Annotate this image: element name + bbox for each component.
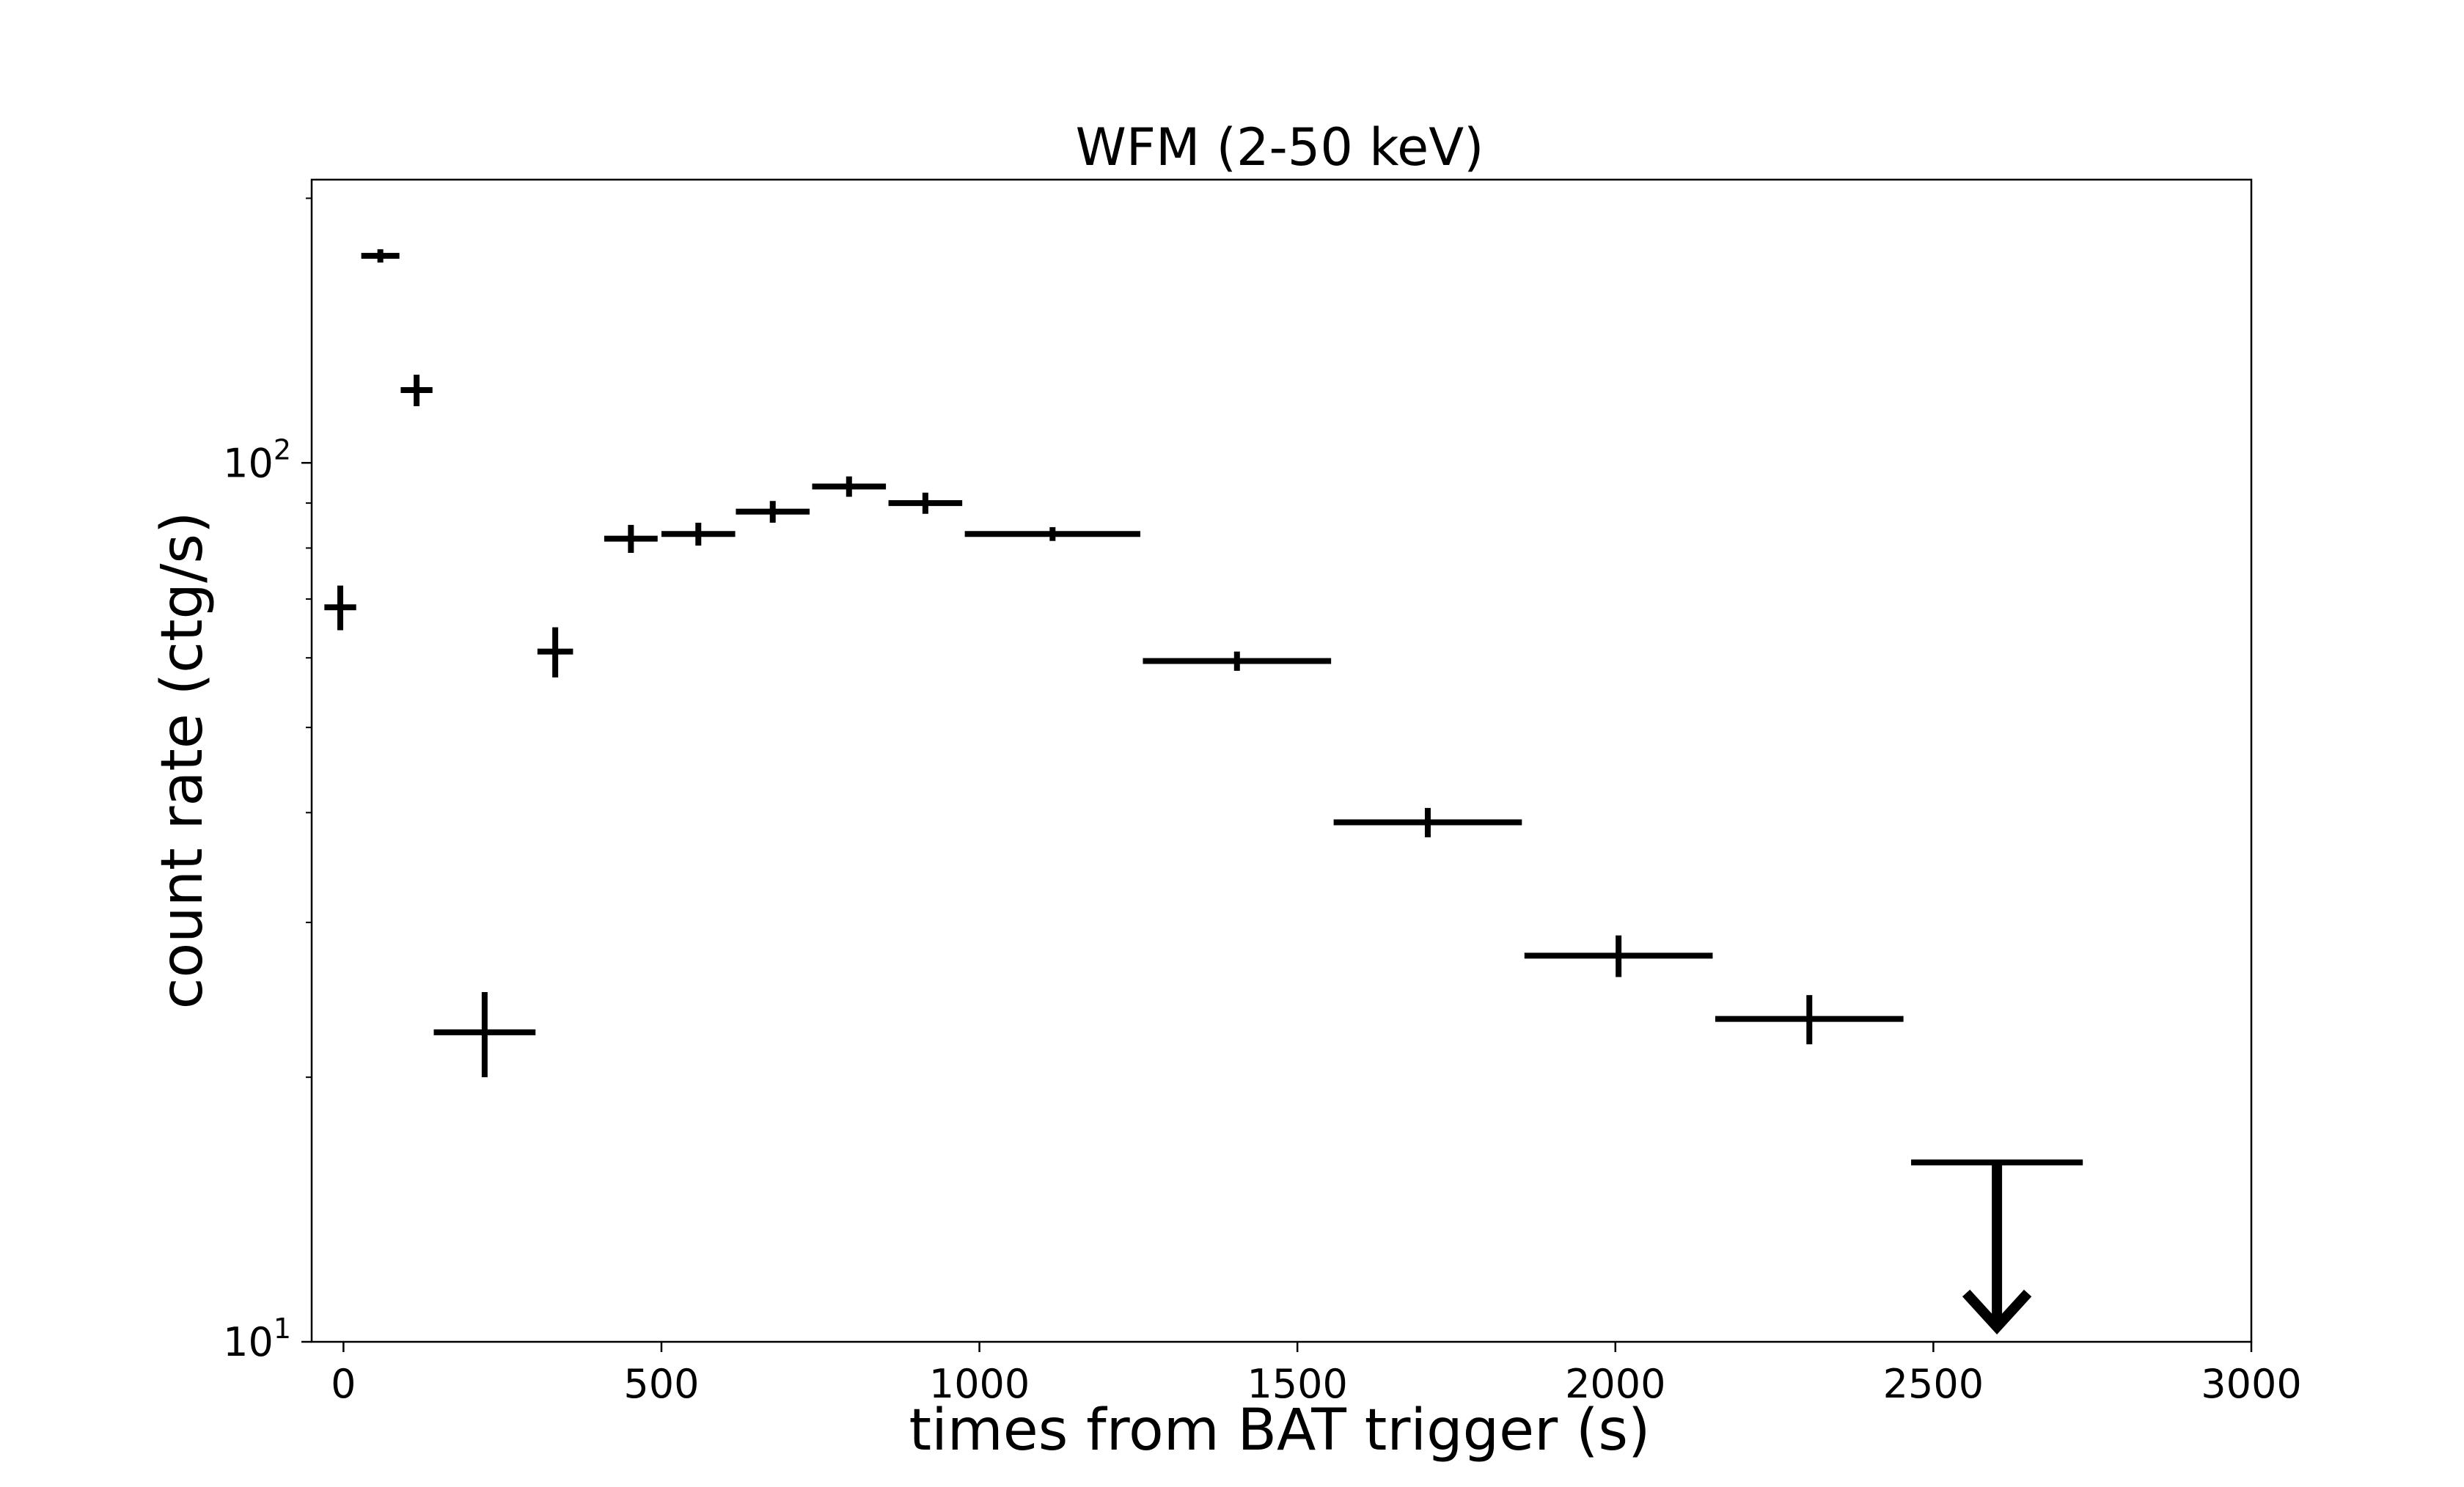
data-point [1333,807,1522,837]
upper-limit [1911,1159,2083,1334]
data-point [964,526,1140,541]
x-tick-label: 1500 [1247,1361,1347,1407]
x-tick-label: 3000 [2201,1361,2301,1407]
x-tick-label: 1000 [929,1361,1030,1407]
down-arrow-icon [1962,1289,2032,1334]
data-point [604,524,658,553]
x-tick-label: 2000 [1565,1361,1665,1407]
data-point [361,249,400,263]
data-point [1715,995,1904,1045]
x-tick-label: 0 [331,1361,356,1407]
x-axis-label: times from BAT trigger (s) [909,1398,1651,1464]
data-point [433,991,536,1078]
y-axis: 101 102 [223,197,312,1365]
y-tick-label: 101 [223,1312,291,1365]
data-point [537,627,573,678]
plot-area [324,249,2083,1334]
data-point [736,501,810,523]
y-axis-label: count rate (ctg/s) [150,512,216,1010]
data-point [888,492,963,514]
data-point [400,374,433,406]
y-tick-label: 102 [223,433,291,486]
plot-frame [310,178,2253,1343]
data-point [1524,935,1713,977]
data-point [324,585,356,631]
chart-title: WFM (2-50 keV) [1076,117,1484,177]
x-tick-label: 2500 [1883,1361,1984,1407]
x-tick-label: 500 [623,1361,699,1407]
x-axis: 0 500 1000 1500 2000 2500 3000 [331,1342,2302,1407]
data-point [1143,651,1332,671]
data-point [812,476,887,497]
data-point [661,522,736,546]
